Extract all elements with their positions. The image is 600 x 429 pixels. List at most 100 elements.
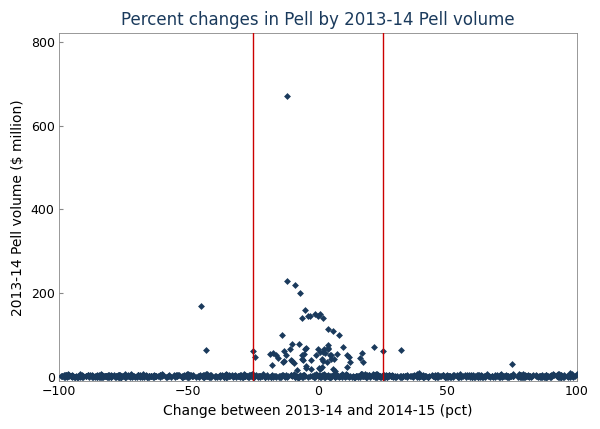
Point (77, 373, 87, 380)
Point (442, 373, 451, 380)
Point (219, 373, 229, 380)
Point (254, 373, 264, 380)
Point (409, 372, 418, 378)
Point (322, 359, 332, 366)
Point (299, 372, 308, 378)
Point (376, 373, 385, 380)
Point (463, 373, 473, 380)
Point (323, 373, 332, 380)
Point (418, 373, 428, 380)
Point (547, 373, 556, 380)
Point (78, 373, 88, 380)
Point (245, 373, 254, 380)
Point (323, 372, 333, 378)
Point (215, 373, 225, 380)
Point (237, 373, 247, 380)
Point (370, 374, 379, 381)
Point (287, 358, 297, 365)
Point (62, 373, 72, 380)
Point (105, 373, 115, 380)
Point (197, 373, 207, 380)
Point (98, 373, 108, 380)
Point (139, 373, 148, 380)
Point (243, 373, 253, 380)
Title: Percent changes in Pell by 2013-14 Pell volume: Percent changes in Pell by 2013-14 Pell … (121, 11, 515, 29)
Point (161, 374, 170, 381)
Point (95, 371, 104, 378)
Point (199, 373, 208, 380)
Point (368, 371, 378, 378)
Point (97, 373, 107, 380)
Point (87, 372, 97, 379)
Point (453, 372, 463, 379)
Point (516, 373, 526, 380)
Point (75, 372, 85, 379)
Point (334, 373, 344, 380)
Point (535, 373, 545, 380)
Point (68, 373, 77, 380)
Point (120, 371, 130, 378)
Point (239, 371, 249, 378)
Point (379, 373, 389, 380)
Point (188, 372, 197, 379)
Point (142, 372, 151, 379)
Point (552, 372, 562, 378)
Point (343, 364, 352, 371)
Point (203, 372, 213, 379)
Point (466, 373, 475, 380)
Point (210, 373, 220, 380)
Point (100, 373, 110, 380)
Point (236, 372, 245, 378)
Point (286, 356, 296, 363)
Point (346, 358, 355, 365)
Point (382, 373, 392, 380)
Point (220, 372, 230, 379)
Point (202, 346, 211, 353)
Point (179, 372, 189, 379)
Point (223, 372, 232, 379)
Point (199, 374, 209, 381)
Point (229, 372, 239, 379)
Point (358, 373, 367, 380)
Point (453, 373, 463, 380)
Point (388, 372, 398, 379)
Point (200, 372, 209, 379)
Point (376, 373, 386, 380)
Point (57, 372, 67, 379)
Point (110, 374, 119, 381)
Point (342, 352, 352, 359)
Point (546, 373, 556, 380)
Point (287, 372, 297, 379)
Point (107, 373, 117, 380)
Point (197, 302, 206, 309)
Point (457, 373, 466, 380)
Point (235, 373, 244, 380)
Point (496, 373, 505, 380)
Point (295, 290, 305, 296)
Point (402, 372, 412, 378)
Point (181, 371, 191, 378)
Point (75, 371, 85, 378)
Point (306, 365, 316, 372)
Point (81, 373, 91, 380)
Point (132, 373, 142, 380)
Point (345, 373, 355, 380)
Point (204, 373, 214, 380)
Point (482, 371, 492, 378)
Point (386, 373, 395, 380)
Point (415, 372, 425, 378)
Point (369, 343, 379, 350)
Point (464, 372, 474, 378)
Point (475, 373, 485, 380)
Point (358, 371, 367, 378)
Point (133, 372, 142, 378)
Point (374, 373, 384, 380)
Point (317, 372, 326, 379)
Point (67, 372, 77, 378)
Point (129, 373, 139, 380)
Point (178, 373, 188, 380)
Point (317, 356, 327, 363)
Point (181, 373, 190, 380)
Point (409, 373, 418, 380)
Point (279, 373, 289, 380)
